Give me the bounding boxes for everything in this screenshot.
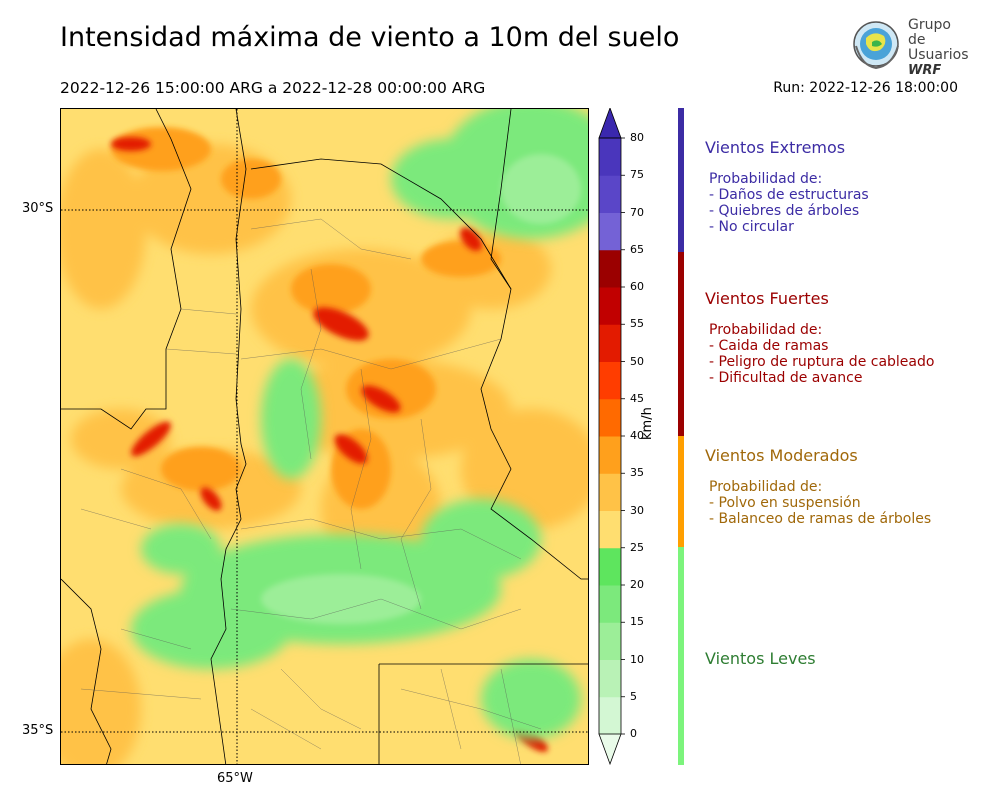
wind-map <box>60 108 589 765</box>
colorbar-segment <box>599 324 621 362</box>
globe-logo-icon <box>853 21 899 70</box>
forecast-period: 2022-12-26 15:00:00 ARG a 2022-12-28 00:… <box>60 79 486 97</box>
colorbar-extend-low <box>598 733 622 766</box>
category-bar-strong <box>678 252 684 436</box>
category-bar-light <box>678 547 684 765</box>
colorbar-segment <box>599 287 621 325</box>
category-item: - Dificultad de avance <box>709 370 863 386</box>
colorbar-segment <box>599 510 621 549</box>
colorbar-segment <box>599 138 621 176</box>
lat-label-30s: 30°S <box>22 201 54 216</box>
map-title: Intensidad máxima de viento a 10m del su… <box>60 22 680 53</box>
colorbar-segment <box>599 436 621 474</box>
category-intro: Probabilidad de: <box>709 322 823 338</box>
colorbar-segment <box>599 547 621 586</box>
colorbar-tick-label: 5 <box>630 689 637 703</box>
category-item: - Polvo en suspensión <box>709 495 861 511</box>
colorbar-tick-label: 75 <box>630 168 644 182</box>
category-title: Vientos Fuertes <box>705 289 829 308</box>
logo-line-2: Usuarios <box>908 47 969 63</box>
category-title: Vientos Leves <box>705 649 816 668</box>
colorbar-extend-high <box>598 106 622 139</box>
colorbar-tick-label: 70 <box>630 205 644 219</box>
colorbar-tick-label: 50 <box>630 354 644 368</box>
logo-line-3: WRF <box>908 63 942 78</box>
colorbar-segment <box>599 212 621 251</box>
colorbar-segment <box>599 175 621 213</box>
colorbar-tick-label: 80 <box>630 131 644 144</box>
category-strong: Vientos Fuertes Probabilidad de: - Caida… <box>705 289 934 386</box>
colorbar-segment <box>599 361 621 400</box>
category-title: Vientos Extremos <box>705 138 846 157</box>
category-light: Vientos Leves <box>705 649 816 682</box>
run-time: Run: 2022-12-26 18:00:00 <box>773 80 958 96</box>
colorbar-segment <box>599 249 621 288</box>
colorbar-tick-label: 45 <box>630 391 644 405</box>
colorbar-tick-label: 55 <box>630 317 644 331</box>
colorbar-unit: km/h <box>640 407 655 440</box>
colorbar-segment <box>599 696 621 735</box>
colorbar-tick-label: 20 <box>630 578 644 591</box>
colorbar-tick-label: 60 <box>630 280 644 293</box>
category-extreme: Vientos Extremos Probabilidad de: - Daño… <box>705 138 869 235</box>
category-intro: Probabilidad de: <box>709 171 823 187</box>
category-title: Vientos Moderados <box>705 446 858 465</box>
category-item: - Quiebres de árboles <box>709 203 860 219</box>
wrf-logo: Grupo de Usuarios WRF <box>848 16 970 78</box>
lat-label-35s: 35°S <box>22 723 54 738</box>
colorbar-tick-label: 35 <box>630 466 644 480</box>
category-item: - Caida de ramas <box>709 338 829 354</box>
wind-field <box>61 109 588 764</box>
colorbar-tick-label: 65 <box>630 242 644 256</box>
category-item: - Daños de estructuras <box>709 187 869 203</box>
colorbar-tick-label: 30 <box>630 503 644 517</box>
colorbar-segment <box>599 659 621 698</box>
colorbar-tick-label: 40 <box>630 429 644 442</box>
colorbar-tick-label: 25 <box>630 540 644 554</box>
lon-label-65w: 65°W <box>217 771 253 786</box>
colorbar-segment <box>599 473 621 511</box>
colorbar-tick-label: 15 <box>630 615 644 629</box>
colorbar-segment <box>599 398 621 437</box>
colorbar <box>597 106 657 768</box>
colorbar-segment <box>599 622 621 660</box>
colorbar-scale <box>598 106 625 766</box>
category-moderate: Vientos Moderados Probabilidad de: - Pol… <box>705 446 931 527</box>
category-intro: Probabilidad de: <box>709 479 823 495</box>
category-bar-moderate <box>678 436 684 547</box>
colorbar-tick-label: 10 <box>630 652 644 666</box>
colorbar-tick-label: 0 <box>630 727 637 740</box>
category-bar-extreme <box>678 108 684 252</box>
category-item: - Peligro de ruptura de cableado <box>709 354 935 370</box>
logo-line-1: Grupo de <box>908 17 951 48</box>
colorbar-segment <box>599 585 621 623</box>
category-item: - No circular <box>709 219 794 235</box>
category-item: - Balanceo de ramas de árboles <box>709 511 932 527</box>
